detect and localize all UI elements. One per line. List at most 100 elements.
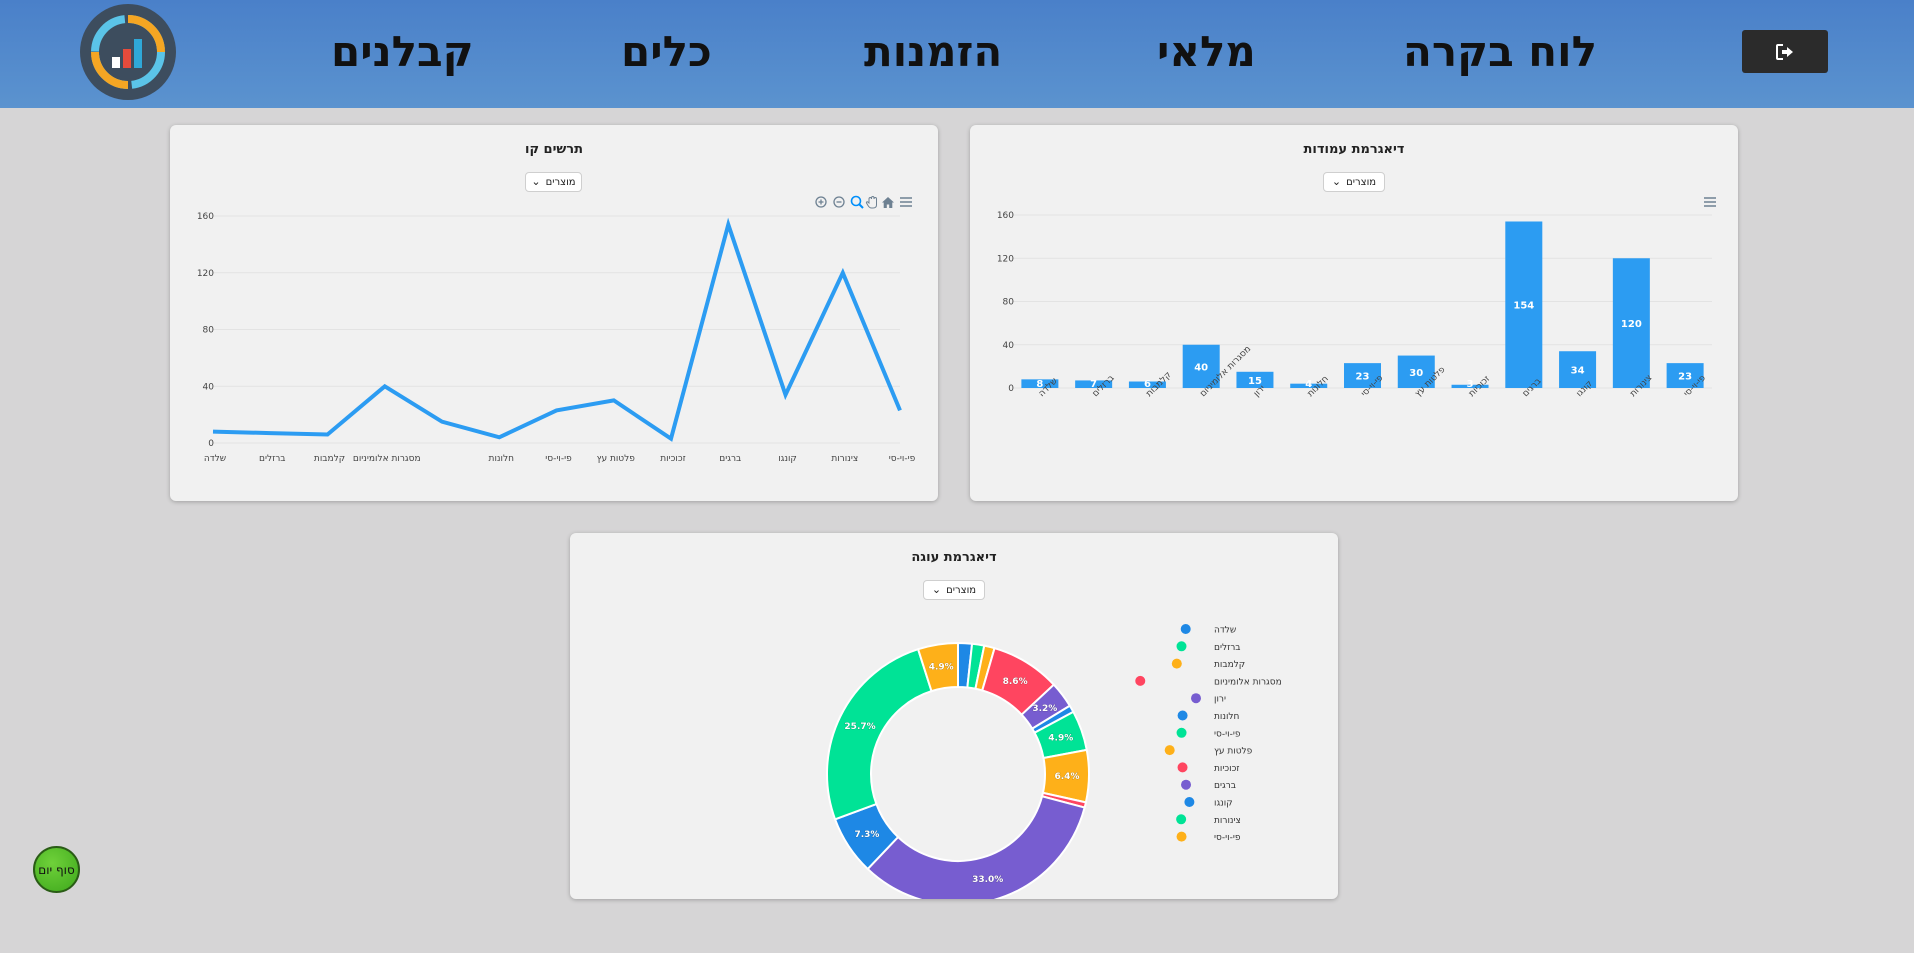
line-chart-x-tick: ברגים [719,454,741,464]
bar-chart-toolbar [1704,197,1716,207]
line-chart-x-tick: פי-וי-סי [889,454,916,464]
donut-legend-label: ירון [1214,695,1226,705]
zoom-out-icon[interactable] [833,196,845,208]
donut-percent-label: 33.0% [972,875,1003,885]
bar-chart-title: דיאגרמת עמודות [1303,142,1405,157]
donut-legend-label: שלדה [1214,626,1236,636]
donut-legend-label: ברגים [1214,781,1236,791]
sign-out-icon [1776,43,1793,60]
donut-legend-marker [1177,710,1188,721]
bar-chart-data-label: 23 [1678,372,1692,383]
logout-button[interactable] [1742,30,1828,73]
donut-legend-label: ברזלים [1214,643,1241,653]
menu-icon[interactable] [900,197,912,207]
donut-percent-label: 6.4% [1055,772,1080,782]
nav-dashboard[interactable]: לוח בקרה [1403,27,1597,76]
nav-contractors[interactable]: קבלנים [331,27,474,76]
bar-chart-bar [1021,379,1059,388]
line-chart-x-tick: קלמבות [314,454,345,464]
bar-chart-bar [1559,351,1597,388]
bar-chart-bar [1075,380,1113,388]
donut-percent-label: 7.3% [854,830,879,840]
top-navbar: לוח בקרה מלאי הזמנות כלים קבלנים [0,0,1914,108]
line-chart-card: תרשים קו מוצרים ⌄ 0 40 80 120 160 שלדה ברזלים ק… [170,125,938,501]
bar-chart-data-label: 7 [1090,379,1097,390]
bar-chart-data-label: 40 [1194,362,1208,373]
line-chart-title: תרשים קו [524,142,583,157]
line-chart-x-tick: פלטות עץ [597,454,636,464]
bar-chart-bar [1397,355,1435,388]
line-chart-x-tick: צינורות [831,454,858,464]
bar-chart-bar [1182,344,1220,388]
bar-chart-select[interactable]: מוצרים ⌄ [1323,172,1385,192]
donut-chart-select-value: מוצרים [946,584,977,596]
line-chart-y-tick: 80 [203,326,215,336]
bar-chart-y-tick: 40 [1003,341,1015,351]
donut-slice [916,641,959,693]
donut-legend-label: קונגו [1214,799,1233,809]
nav-tools[interactable]: כלים [621,27,712,76]
bar-chart-bar [1451,384,1489,388]
app-logo[interactable] [79,3,177,101]
bar-chart-data-label: 120 [1621,319,1642,330]
nav-inventory[interactable]: מלאי [1157,27,1256,76]
line-chart-y-tick: 0 [208,439,214,449]
line-chart-x-tick: קונגו [778,454,797,464]
bar-chart-data-label: 154 [1513,301,1534,312]
line-chart-x-tick: ברזלים [259,454,286,464]
donut-legend-marker [1176,727,1187,738]
donut-legend-label: מסגרות אלומיניום [1214,677,1282,687]
donut-legend-label: פי-וי-סי [1214,729,1241,739]
donut-chart-title: דיאגרמת עוגה [911,550,997,565]
line-chart: 0 40 80 120 160 שלדה ברזלים קלמבות מסגרות אלומינ… [197,212,916,464]
end-day-button[interactable]: סוף יום [33,846,80,893]
pan-icon[interactable] [865,195,877,209]
line-chart-x-tick: חלונות [489,454,515,464]
donut-chart-card: דיאגרמת עוגה מוצרים ⌄ 8.6% 3.2% 4.9% 6.4% 33… [570,533,1338,899]
bar-chart-bar [1290,383,1328,388]
donut-legend-label: זכוכיות [1214,764,1239,774]
line-chart-series-line [212,217,902,442]
donut-chart-select[interactable]: מוצרים ⌄ [923,580,985,600]
menu-icon[interactable] [1704,197,1716,207]
selection-zoom-icon[interactable] [850,195,864,209]
line-chart-select[interactable]: מוצרים ⌄ [525,172,582,192]
donut-legend-marker [1171,658,1182,669]
line-chart-y-tick: 120 [197,269,214,279]
donut-legend-label: פי-וי-סי [1214,833,1241,843]
line-chart-toolbar [815,195,912,209]
line-chart-y-tick: 160 [197,212,214,222]
line-chart-select-value: מוצרים [545,176,576,188]
line-chart-y-tick: 40 [203,382,215,392]
bar-chart-card: דיאגרמת עמודות מוצרים ⌄ 0 40 80 120 160 8 שלדה… [970,125,1738,501]
donut-legend-marker [1176,641,1187,652]
line-chart-x-tick: זכוכיות [660,454,685,464]
bar-chart-bar [1666,363,1704,388]
chevron-down-icon: ⌄ [1331,175,1342,188]
donut-percent-label: 4.9% [1048,734,1073,744]
bar-chart-y-tick: 120 [997,254,1014,264]
donut-legend-marker [1176,831,1187,842]
bar-chart-data-label: 30 [1409,368,1423,379]
chevron-down-icon: ⌄ [931,583,942,596]
home-icon[interactable] [882,197,894,208]
bar-chart-bar [1236,371,1274,388]
donut-legend-label: קלמבות [1214,660,1245,670]
bar-chart-data-label: 3 [1467,379,1474,390]
bar-chart-bar [1128,381,1166,388]
nav-orders[interactable]: הזמנות [864,27,1003,76]
donut-legend-label: צינורות [1214,816,1241,826]
bar-chart-bar [1505,221,1543,388]
bar-chart-data-label: 34 [1571,366,1585,377]
donut-legend-marker [1180,624,1191,634]
line-chart-x-tick: מסגרות אלומיניום [353,454,421,464]
bar-chart-y-tick: 160 [997,211,1014,221]
donut-legend-marker [1135,675,1146,686]
donut-legend-marker [1177,762,1188,773]
bar-chart-bar [1344,363,1381,388]
donut-legend-marker [1176,814,1187,825]
chevron-down-icon: ⌄ [531,175,541,188]
donut-percent-label: 4.9% [929,662,954,672]
zoom-in-icon[interactable] [815,196,827,208]
